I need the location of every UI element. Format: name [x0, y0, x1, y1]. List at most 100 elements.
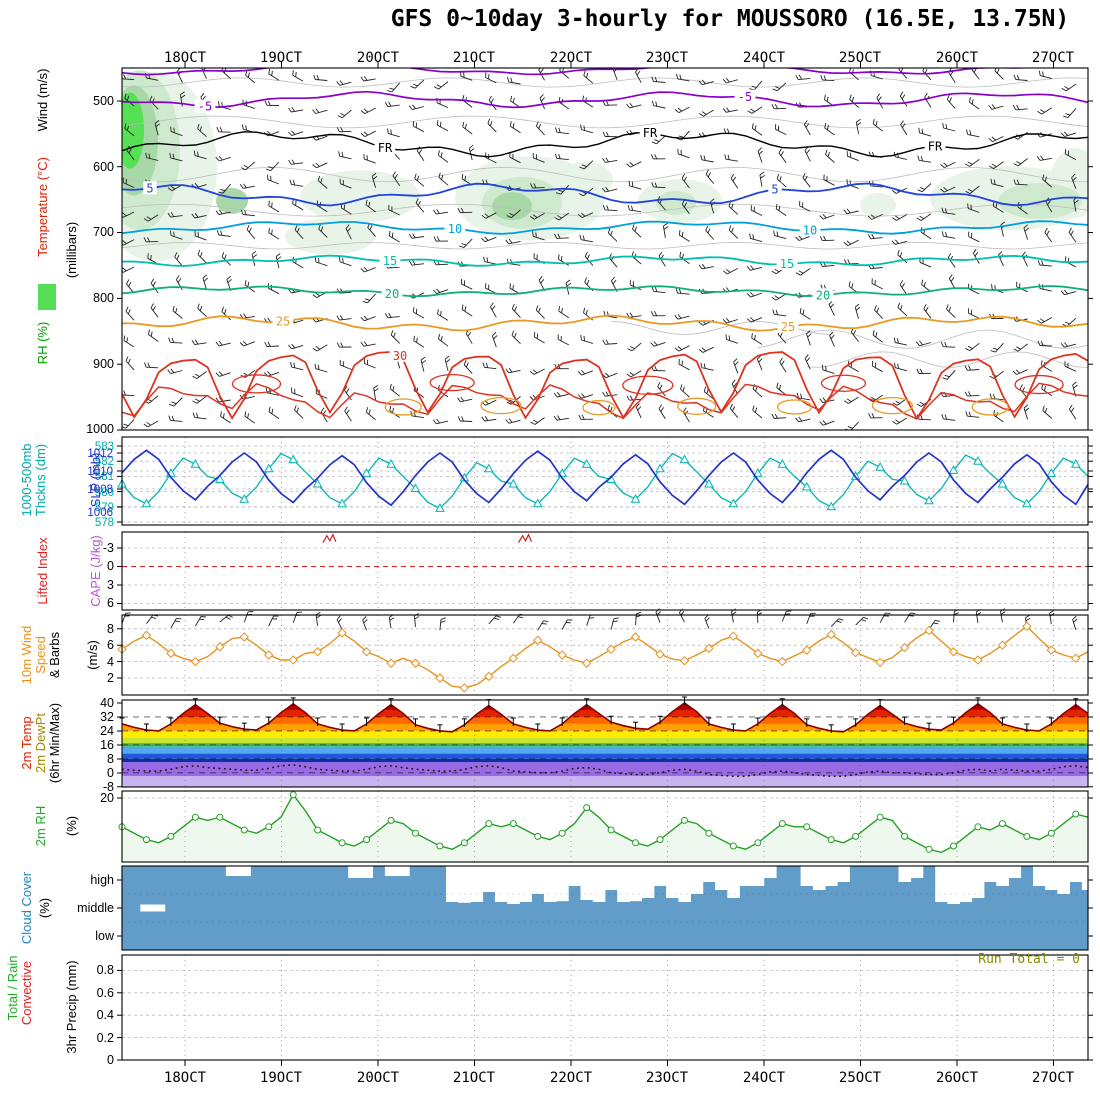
- wind-barb-feather: [388, 101, 392, 107]
- wind-barb-feather: [512, 123, 515, 129]
- wind-barb-feather: [899, 91, 904, 97]
- wind-barb-feather: [505, 239, 510, 245]
- high-cloud-clear: [984, 866, 997, 882]
- wind-barb: [438, 154, 449, 163]
- wind-barb-feather: [557, 215, 563, 219]
- wind-barb-feather: [843, 209, 848, 214]
- wind-barb: [362, 619, 368, 631]
- thickness-marker: [679, 454, 690, 464]
- wind-barb-feather: [532, 214, 538, 218]
- wind-barb-feather: [125, 306, 129, 312]
- precip-axis-label: 3hr Precip (mm): [64, 960, 79, 1053]
- wind-barb-feather: [725, 334, 727, 340]
- wind-barb-feather: [773, 230, 775, 236]
- wind-barb-feather: [846, 208, 851, 214]
- wind-barb-feather: [758, 150, 764, 155]
- wind-barb: [969, 342, 980, 351]
- wind-barb-feather: [944, 208, 948, 214]
- wind-barb-feather: [128, 281, 132, 287]
- wind-barb-feather: [151, 616, 157, 619]
- wind-barb-feather: [1024, 227, 1030, 232]
- wind-barb-feather: [896, 152, 899, 158]
- wind-barb-feather: [626, 103, 630, 109]
- wind-barb-feather: [969, 97, 971, 103]
- wind-barb-feather: [626, 163, 631, 168]
- wind-barb-feather: [536, 333, 539, 339]
- wind-barb-feather: [828, 300, 833, 305]
- wind-barb: [460, 75, 473, 81]
- wind-barb: [146, 240, 159, 243]
- wind-barb-feather: [749, 233, 751, 239]
- wind-barb: [756, 358, 763, 371]
- wind-barb: [148, 395, 159, 404]
- wind-barb: [270, 161, 280, 172]
- rh-marker: [509, 820, 517, 828]
- wind-barb: [991, 183, 1004, 188]
- thickness-marker: [483, 463, 494, 473]
- wind-barb-feather: [200, 616, 206, 618]
- wind-barb: [444, 359, 449, 371]
- wind-barb-feather: [433, 86, 439, 90]
- wind-barb: [943, 346, 956, 348]
- wind-barb-feather: [699, 113, 704, 117]
- wind-barb-feather: [676, 73, 679, 80]
- wind-barb-feather: [578, 414, 582, 420]
- wind-barb-feather: [1040, 340, 1044, 346]
- wind-barb: [752, 127, 763, 136]
- rh-marker: [436, 842, 444, 850]
- wind-barb: [752, 409, 763, 419]
- li-spike: [322, 533, 337, 544]
- wind-barb: [245, 161, 256, 171]
- thickness-marker: [214, 474, 225, 483]
- wind-barb: [1064, 343, 1077, 348]
- wind-barb-feather: [925, 306, 929, 312]
- wind-barb-feather: [143, 237, 147, 243]
- wind-barb-feather: [989, 393, 992, 399]
- wind-barb-feather: [529, 396, 534, 401]
- high-cloud-clear: [494, 866, 508, 902]
- rh-marker: [754, 839, 762, 847]
- wind-barb: [679, 612, 685, 623]
- wind-barb-feather: [746, 266, 751, 271]
- wind-barb-feather: [513, 332, 517, 338]
- wind-barb-feather: [146, 237, 151, 242]
- closed-contour: [582, 399, 616, 416]
- contour-label-bg: [374, 141, 396, 155]
- wind-barb-feather: [171, 401, 177, 405]
- contour-label-bg: [381, 286, 403, 300]
- wind-barb: [895, 342, 907, 346]
- wind-barb-feather: [463, 359, 467, 365]
- wind-barb-feather: [650, 154, 654, 160]
- wind-barb: [847, 239, 859, 247]
- wind-barb-feather: [990, 178, 993, 184]
- wind-barb-feather: [806, 330, 811, 335]
- wind-barb: [364, 158, 376, 164]
- high-cloud-clear: [397, 866, 410, 876]
- wind-barb: [438, 338, 449, 347]
- wind-barb: [508, 81, 521, 85]
- wind-barb: [147, 214, 159, 222]
- wind-barb-feather: [607, 228, 611, 234]
- wind-barb: [872, 334, 883, 343]
- wind-barb: [921, 183, 932, 193]
- wind-barb-feather: [554, 127, 558, 133]
- wind-barb-feather: [836, 620, 842, 624]
- wind-barb-feather: [944, 342, 947, 347]
- wind-barb-feather: [1044, 176, 1048, 182]
- wind-barb: [610, 618, 615, 630]
- wind-barb-feather: [529, 183, 534, 189]
- wind-barb: [218, 234, 231, 237]
- contour-30: [122, 350, 1088, 421]
- thickness-marker: [704, 478, 714, 488]
- wind-speed-marker: [728, 631, 739, 641]
- wind-barb: [653, 80, 666, 83]
- wind-barb-feather: [318, 224, 321, 230]
- temp-bands-full: [122, 730, 1088, 787]
- wind-barb: [218, 342, 231, 347]
- wind-barb: [581, 129, 594, 134]
- wind-barb: [244, 415, 256, 424]
- wind-barb-feather: [895, 400, 901, 404]
- wind-barb-feather: [871, 233, 875, 239]
- wind-barb-feather: [1060, 132, 1065, 137]
- wind-barb: [218, 211, 231, 216]
